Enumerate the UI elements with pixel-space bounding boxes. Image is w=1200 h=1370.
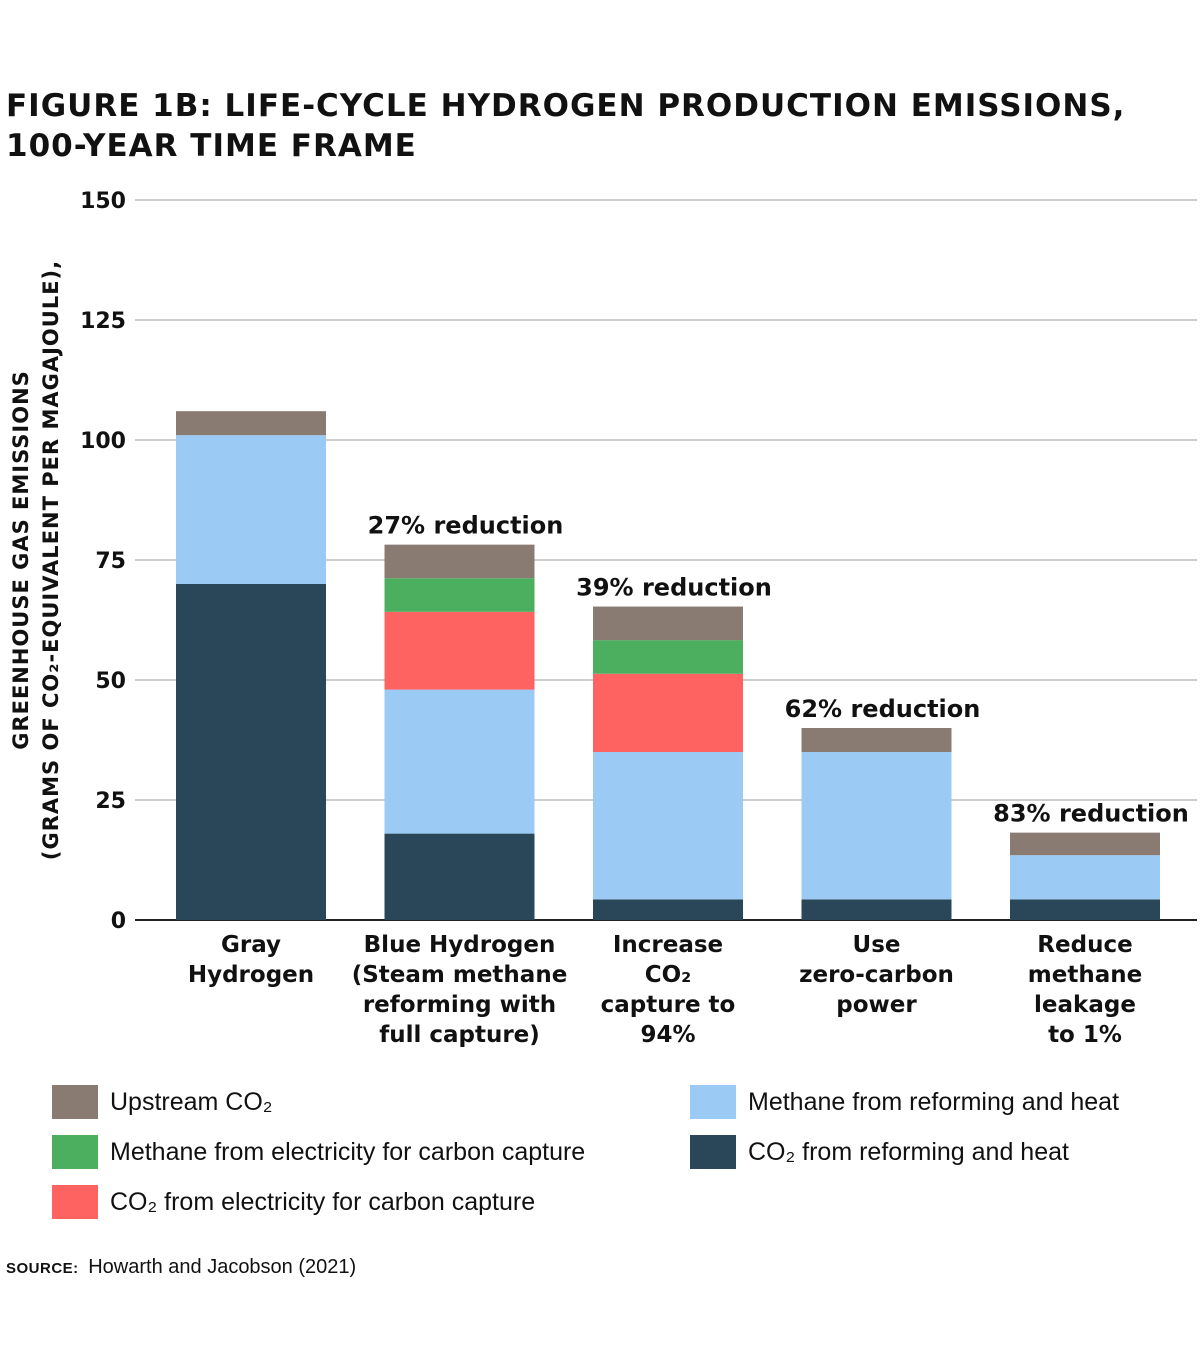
legend: Upstream CO₂ Methane from electricity for… [52,1084,1192,1234]
bar-segment [384,544,535,579]
bar-segment [593,640,743,674]
chart-title: FIGURE 1B: LIFE-CYCLE HYDROGEN PRODUCTIO… [6,86,1186,166]
x-category-label: Gray Hydrogen [188,932,314,988]
bar-segment [176,435,326,584]
bar-segment [1010,899,1160,920]
chart-title-line-1: FIGURE 1B: LIFE-CYCLE HYDROGEN PRODUCTIO… [6,88,1126,124]
bar-segment [176,411,326,436]
bar-segment [593,606,743,641]
y-axis-ticks: 0 25 50 75 100 125 150 [80,189,126,934]
source-text: Howarth and Jacobson (2021) [88,1256,357,1278]
bar-segment [593,899,743,920]
y-axis-label-line-1: GREENHOUSE GAS EMISSIONS [9,370,33,750]
bar-segment [1010,855,1160,900]
y-tick-label: 125 [80,309,126,334]
x-category-label: Increase CO₂ capture to 94% [601,932,736,1048]
bar-segment [1010,832,1160,856]
legend-item: Methane from electricity for carbon capt… [52,1134,585,1170]
reduction-annotation: 83% reduction [993,800,1189,828]
x-category-label: Use zero-carbon power [799,932,954,1018]
source-label: SOURCE: [6,1260,79,1277]
source-note: SOURCE: Howarth and Jacobson (2021) [6,1256,356,1279]
chart-title-line-2: 100-YEAR TIME FRAME [6,128,417,164]
legend-swatch [690,1135,736,1169]
y-axis-label-line-2: (GRAMS OF CO₂-EQUIVALENT PER MAGAJOULE), [39,260,63,860]
y-tick-label: 150 [80,189,126,214]
bar-segment [384,578,535,612]
x-axis-categories: Gray Hydrogen Blue Hydrogen (Steam methane r… [188,932,1142,1048]
x-category-label: Reduce methane leakage to 1% [1028,932,1142,1048]
bar-segment [801,752,952,900]
bar-segment [176,584,326,920]
legend-label: CO₂ from electricity for carbon capture [110,1187,536,1216]
legend-swatch [690,1085,736,1119]
annotations: 27% reduction 39% reduction 62% reduction 8… [368,512,1189,828]
legend-item: CO₂ from electricity for carbon capture [52,1184,535,1220]
y-axis-label: GREENHOUSE GAS EMISSIONS (GRAMS OF CO₂-E… [9,260,63,860]
bar-segment [384,689,535,834]
stacked-bar-chart: 0 25 50 75 100 125 150 27% reduction 39% reduct… [9,189,1197,1048]
reduction-annotation: 62% reduction [785,695,981,723]
y-tick-label: 100 [80,429,126,454]
legend-label: Upstream CO₂ [110,1087,273,1116]
bar-segment [593,673,743,752]
y-tick-label: 0 [111,909,126,934]
legend-label: Methane from electricity for carbon capt… [110,1137,586,1166]
reduction-annotation: 39% reduction [576,574,772,602]
reduction-annotation: 27% reduction [368,512,564,540]
y-tick-label: 50 [95,669,126,694]
bar-segment [384,611,535,690]
bar-segment [593,752,743,900]
legend-label: CO₂ from reforming and heat [748,1137,1069,1166]
legend-item: Upstream CO₂ [52,1084,273,1120]
y-tick-label: 75 [95,549,126,574]
legend-swatch [52,1135,98,1169]
legend-label: Methane from reforming and heat [748,1087,1120,1116]
legend-swatch [52,1185,98,1219]
x-category-label: Blue Hydrogen (Steam methane reforming wit… [352,932,568,1048]
legend-swatch [52,1085,98,1119]
legend-item: Methane from reforming and heat [690,1084,1119,1120]
bar-segment [801,899,952,920]
bar-segment [384,833,535,920]
y-tick-label: 25 [95,789,126,814]
bar-segment [801,728,952,752]
legend-item: CO₂ from reforming and heat [690,1134,1069,1170]
bars [176,411,1160,920]
